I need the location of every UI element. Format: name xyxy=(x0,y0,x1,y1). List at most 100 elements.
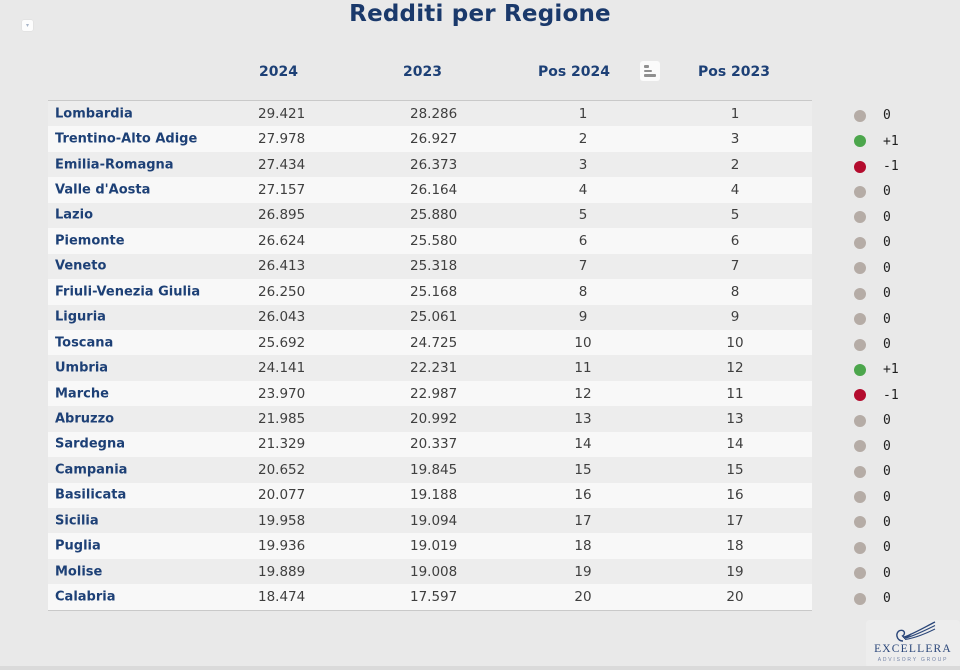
region-name: Trentino-Alto Adige xyxy=(55,131,198,147)
pos-2024-value: 19 xyxy=(574,563,592,580)
column-header-pos-2024[interactable]: Pos 2024 xyxy=(537,64,611,80)
income-2023-value: 19.094 xyxy=(410,512,458,529)
pos-2024-value: 15 xyxy=(574,461,592,478)
table-row[interactable]: Molise 19.889 19.008 19 19 xyxy=(48,558,812,585)
pos-2023-value: 20 xyxy=(726,589,744,606)
region-name: Friuli-Venezia Giulia xyxy=(55,284,201,300)
change-dot xyxy=(854,236,866,249)
income-2024-value: 27.157 xyxy=(258,182,306,199)
pos-2023-value: 1 xyxy=(730,105,740,122)
region-name: Sicilia xyxy=(55,513,99,529)
logo: EXCELLERA ADVISORY GROUP xyxy=(866,620,960,668)
change-value: 0 xyxy=(883,413,891,429)
change-dot xyxy=(854,516,866,529)
pos-2024-value: 11 xyxy=(574,360,592,377)
change-value: -1 xyxy=(883,387,899,403)
table-row[interactable]: Campania 20.652 19.845 15 15 xyxy=(48,457,812,483)
mini-expand-button[interactable]: ▾ xyxy=(22,20,33,31)
table-row[interactable]: Marche 23.970 22.987 12 11 xyxy=(48,380,812,407)
change-dot xyxy=(854,109,866,122)
table-row[interactable]: Friuli-Venezia Giulia 26.250 25.168 8 8 xyxy=(48,279,812,305)
pos-2023-value: 9 xyxy=(730,309,740,326)
pos-2024-value: 6 xyxy=(578,232,588,249)
income-2023-value: 25.168 xyxy=(410,283,458,300)
table-row[interactable]: Sicilia 19.958 19.094 17 17 xyxy=(48,508,812,534)
change-dot xyxy=(854,338,866,351)
region-name: Puglia xyxy=(55,538,101,554)
pos-2023-value: 3 xyxy=(730,131,740,148)
pos-2023-value: 18 xyxy=(726,538,744,555)
income-2023-value: 25.580 xyxy=(410,232,458,249)
table-row[interactable]: Calabria 18.474 17.597 20 20 xyxy=(48,584,812,610)
sort-icon[interactable] xyxy=(640,61,660,81)
pos-2023-value: 12 xyxy=(726,360,744,377)
region-name: Campania xyxy=(55,462,128,478)
logo-tagline-text: ADVISORY GROUP xyxy=(877,656,949,663)
change-row: 0 xyxy=(848,179,928,204)
income-2024-value: 26.250 xyxy=(258,283,306,300)
region-name: Basilicata xyxy=(55,487,127,503)
pos-2024-value: 1 xyxy=(578,105,588,122)
table-row[interactable]: Trentino-Alto Adige 27.978 26.927 2 3 xyxy=(48,126,812,152)
income-2023-value: 17.597 xyxy=(410,589,458,606)
pos-2024-value: 14 xyxy=(574,436,592,453)
income-2024-value: 26.413 xyxy=(258,258,306,275)
pos-2023-value: 8 xyxy=(730,283,740,300)
change-value: +1 xyxy=(883,362,899,378)
change-dot xyxy=(854,491,866,504)
pos-2024-value: 20 xyxy=(574,589,592,606)
table-row[interactable]: Emilia-Romagna 27.434 26.373 3 2 xyxy=(48,151,812,178)
pos-2023-value: 11 xyxy=(726,385,744,402)
table-row[interactable]: Lombardia 29.421 28.286 1 1 xyxy=(48,101,812,127)
table-row[interactable]: Liguria 26.043 25.061 9 9 xyxy=(48,304,812,330)
change-row: -1 xyxy=(848,154,928,179)
change-row: -1 xyxy=(848,383,928,408)
pos-2024-value: 12 xyxy=(574,385,592,402)
change-row: 0 xyxy=(848,306,928,331)
region-name: Piemonte xyxy=(55,233,125,249)
income-2024-value: 19.958 xyxy=(258,512,306,529)
table-row[interactable]: Valle d'Aosta 27.157 26.164 4 4 xyxy=(48,177,812,203)
income-2023-value: 20.992 xyxy=(410,410,458,427)
region-name: Emilia-Romagna xyxy=(55,157,174,173)
income-2024-value: 19.889 xyxy=(258,563,306,580)
table-row[interactable]: Veneto 26.413 25.318 7 7 xyxy=(48,253,812,280)
table-row[interactable]: Umbria 24.141 22.231 11 12 xyxy=(48,355,812,381)
income-2023-value: 24.725 xyxy=(410,334,458,351)
region-name: Toscana xyxy=(55,335,114,351)
table-row[interactable]: Toscana 25.692 24.725 10 10 xyxy=(48,329,812,356)
income-2023-value: 22.987 xyxy=(410,385,458,402)
table-row[interactable]: Lazio 26.895 25.880 5 5 xyxy=(48,202,812,229)
pos-2023-value: 5 xyxy=(730,207,740,224)
region-name: Lazio xyxy=(55,207,94,223)
table-row[interactable]: Basilicata 20.077 19.188 16 16 xyxy=(48,482,812,508)
income-2023-value: 26.164 xyxy=(410,182,458,199)
region-income-table: Lombardia 29.421 28.286 1 1 Trentino-Alt… xyxy=(48,100,812,611)
table-row[interactable]: Sardegna 21.329 20.337 14 14 xyxy=(48,431,812,458)
income-2024-value: 23.970 xyxy=(258,385,306,402)
pos-2023-value: 7 xyxy=(730,258,740,275)
logo-brand-text: EXCELLERA xyxy=(874,643,952,655)
region-name: Sardegna xyxy=(55,436,126,452)
column-header-2024[interactable]: 2024 xyxy=(259,64,298,80)
column-header-pos-2023[interactable]: Pos 2023 xyxy=(697,64,771,80)
change-value: 0 xyxy=(883,209,891,225)
change-dot xyxy=(854,592,866,605)
income-2024-value: 26.624 xyxy=(258,232,306,249)
change-row: 0 xyxy=(848,459,928,484)
pos-2024-value: 8 xyxy=(578,283,588,300)
change-dot xyxy=(854,185,866,198)
income-2024-value: 25.692 xyxy=(258,334,306,351)
change-row: 0 xyxy=(848,281,928,306)
pos-2024-value: 5 xyxy=(578,207,588,224)
change-dot xyxy=(854,262,866,275)
column-header-2023[interactable]: 2023 xyxy=(403,64,442,80)
table-row[interactable]: Piemonte 26.624 25.580 6 6 xyxy=(48,228,812,254)
income-2024-value: 19.936 xyxy=(258,538,306,555)
bottom-edge-divider xyxy=(0,666,960,670)
income-2024-value: 29.421 xyxy=(258,105,306,122)
region-name: Valle d'Aosta xyxy=(55,182,151,198)
change-row: 0 xyxy=(848,408,928,433)
table-row[interactable]: Abruzzo 21.985 20.992 13 13 xyxy=(48,406,812,432)
table-row[interactable]: Puglia 19.936 19.019 18 18 xyxy=(48,533,812,559)
